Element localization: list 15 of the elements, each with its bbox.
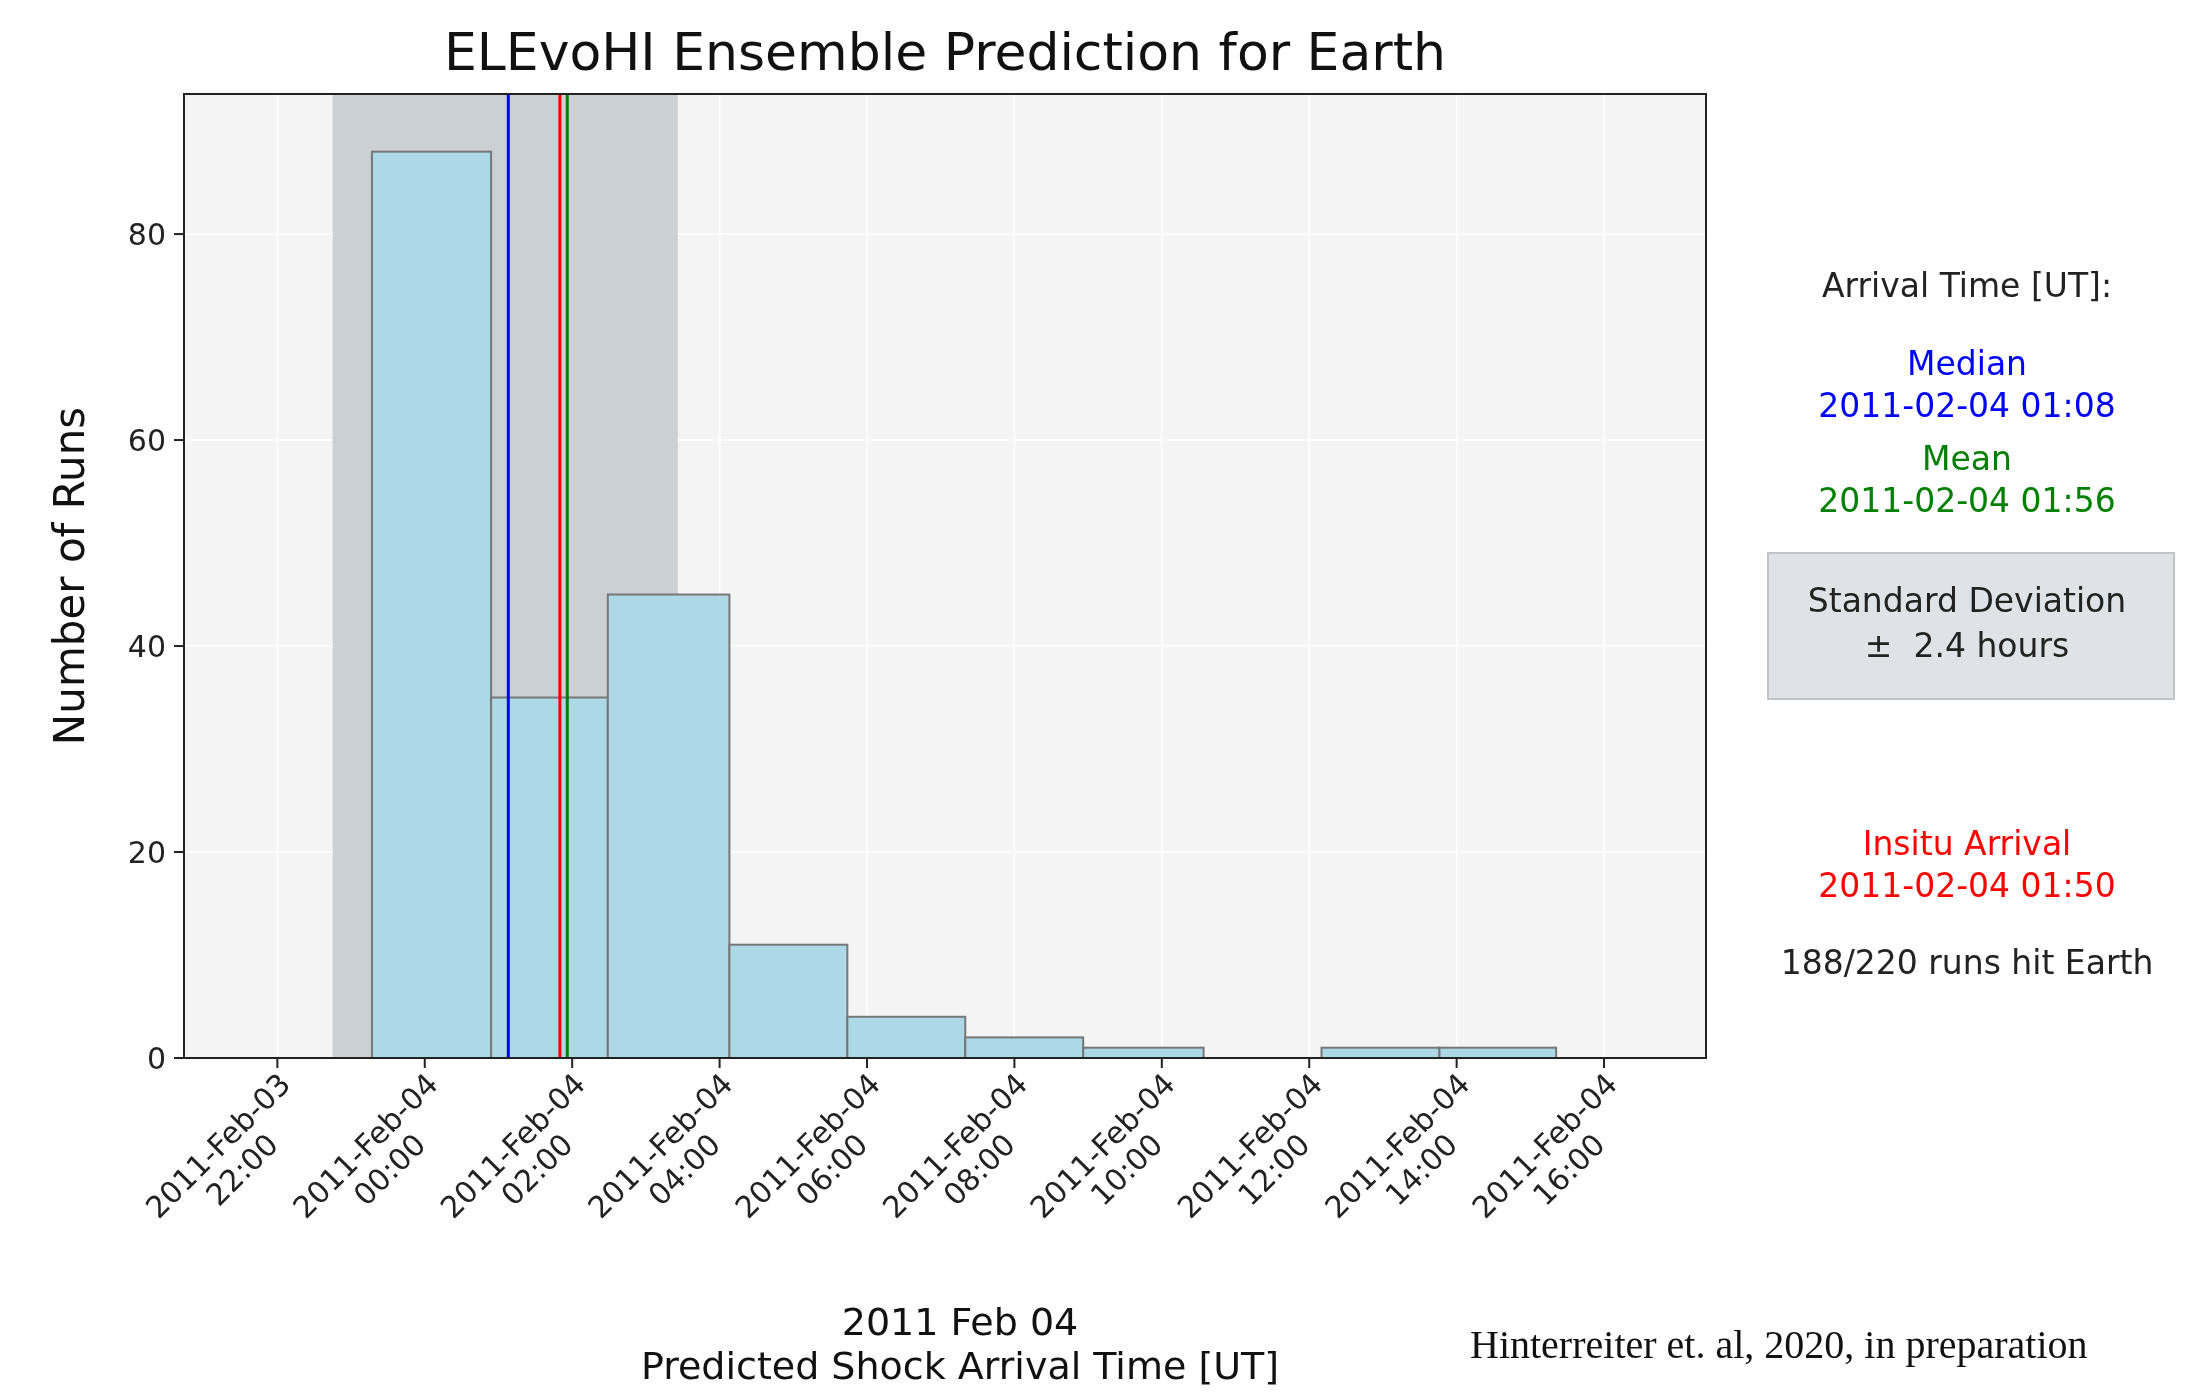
text: Arrival Time [UT]: xyxy=(1821,266,2113,305)
y-axis-title: Number of Runs xyxy=(45,406,94,746)
y-tick-label: 80 xyxy=(127,217,166,253)
x-axis-title: 2011 Feb 04 Predicted Shock Arrival Time [UT] xyxy=(640,1300,1280,1388)
y-tick-label: 60 xyxy=(127,423,166,459)
ref-line-label: Median 2011-02-04 01:08 xyxy=(1818,344,2116,425)
text: 188/220 runs hit Earth xyxy=(1780,943,2154,982)
ref-line-label: Insitu Arrival 2011-02-04 01:50 xyxy=(1818,824,2116,905)
y-tick-label: 0 xyxy=(146,1041,166,1076)
text: Standard Deviation ± 2.4 hours xyxy=(1807,581,2127,665)
ref-line-label: Mean 2011-02-04 01:56 xyxy=(1818,439,2116,520)
y-tick-label: 40 xyxy=(127,629,166,665)
y-tick-label: 20 xyxy=(127,835,166,871)
chart-title: ELEvoHI Ensemble Prediction for Earth xyxy=(443,22,1447,82)
text: Hinterreiter et. al, 2020, in preparation xyxy=(1470,1322,2088,1367)
